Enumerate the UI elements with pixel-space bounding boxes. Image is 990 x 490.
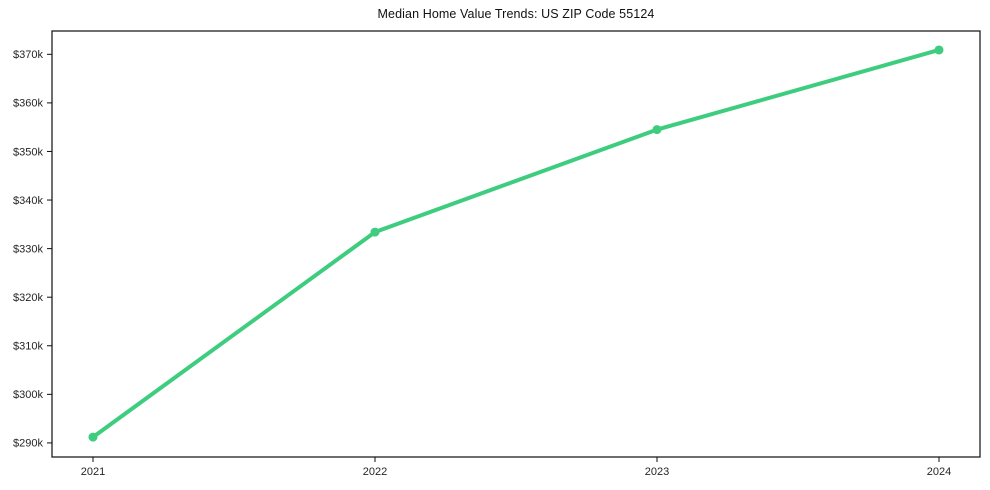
y-tick-label: $360k	[13, 98, 43, 110]
plot-border	[51, 30, 981, 458]
data-point-marker	[934, 45, 944, 55]
y-tick-label: $290k	[13, 438, 43, 450]
x-tick-label: 2022	[363, 466, 387, 478]
chart-title: Median Home Value Trends: US ZIP Code 55…	[377, 7, 655, 21]
y-tick-label: $340k	[13, 195, 43, 207]
y-tick-label: $350k	[13, 146, 43, 158]
x-tick-label: 2021	[81, 466, 105, 478]
y-tick-label: $310k	[13, 341, 43, 353]
y-tick-label: $330k	[13, 243, 43, 255]
y-tick-label: $300k	[13, 389, 43, 401]
data-point-marker	[652, 125, 662, 135]
x-tick-label: 2023	[645, 466, 669, 478]
x-tick-label: 2024	[927, 466, 951, 478]
y-tick-label: $370k	[13, 49, 43, 61]
data-point-marker	[370, 227, 380, 237]
trend-line	[91, 47, 941, 440]
y-tick-label: $320k	[13, 292, 43, 304]
data-point-marker	[88, 432, 98, 442]
